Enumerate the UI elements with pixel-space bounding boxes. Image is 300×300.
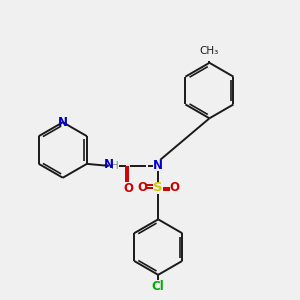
Text: S: S xyxy=(153,181,163,194)
Text: Cl: Cl xyxy=(152,280,164,293)
Text: H: H xyxy=(111,161,119,171)
Text: O: O xyxy=(137,181,147,194)
Text: O: O xyxy=(169,181,179,194)
Text: N: N xyxy=(153,159,163,172)
Text: N: N xyxy=(103,158,114,171)
Text: O: O xyxy=(124,182,134,195)
Text: N: N xyxy=(58,116,68,129)
Text: CH₃: CH₃ xyxy=(200,46,219,56)
